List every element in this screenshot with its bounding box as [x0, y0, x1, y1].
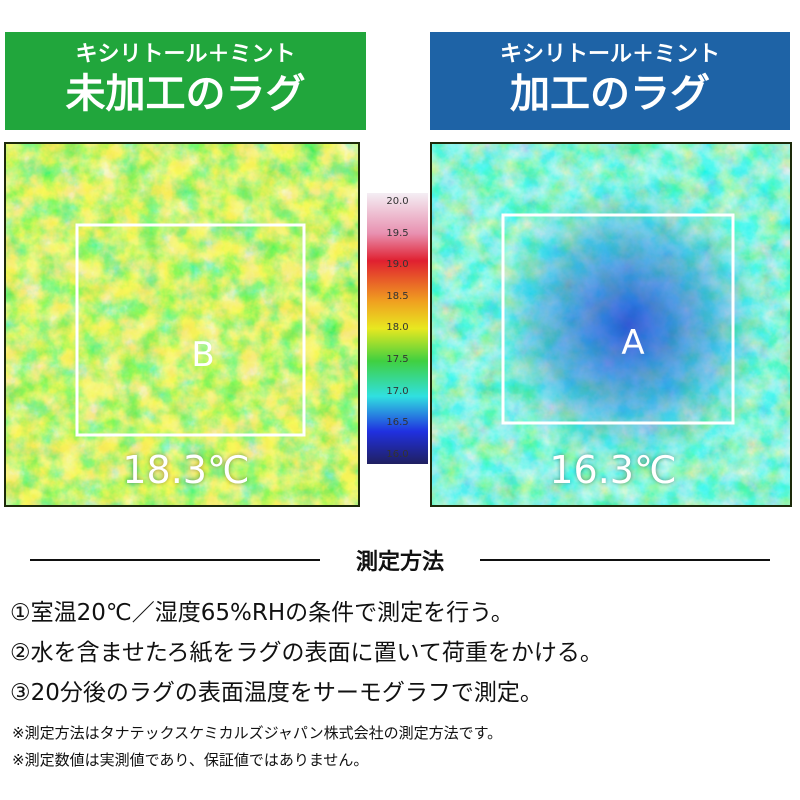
scale-label: 20.0	[386, 196, 409, 207]
header-line1: キシリトール＋ミント	[75, 42, 296, 67]
temperature: 18.3℃	[122, 448, 250, 492]
header-bg	[5, 32, 366, 130]
note: ※測定数値は実測値であり、保証値ではありません。	[12, 751, 369, 769]
scale-label: 18.5	[386, 290, 409, 302]
header: キシリトール＋ミント 加工のラグ	[430, 32, 790, 120]
scale-label: 19.5	[386, 227, 409, 239]
area-label: B	[191, 335, 215, 375]
thermal-image	[6, 144, 358, 505]
scale-label: 17.0	[386, 385, 409, 397]
temperature: 16.3℃	[549, 448, 677, 492]
area-label: A	[621, 323, 645, 363]
scale-label: 16.5	[386, 417, 409, 429]
header-line2: 未加工のラグ	[65, 71, 306, 117]
scale-label: 18.0	[386, 322, 409, 334]
measure-box	[75, 223, 306, 437]
header-line1: キシリトール＋ミント	[499, 42, 720, 67]
method-title: 測定方法	[355, 550, 444, 575]
color-scale	[367, 193, 428, 464]
note: ※測定方法はタナテックスケミカルズジャパン株式会社の測定方法です。	[12, 724, 503, 742]
step: ③20分後のラグの表面温度をサーモグラフで測定。	[10, 680, 543, 706]
measure-box	[501, 213, 735, 425]
header-line2: 加工のラグ	[510, 71, 710, 117]
header: キシリトール＋ミント 未加工のラグ	[5, 32, 366, 120]
scale-label: 19.0	[386, 259, 409, 271]
step: ②水を含ませたろ紙をラグの表面に置いて荷重をかける。	[10, 640, 603, 666]
cold-zone	[432, 144, 790, 505]
scale-label: 17.5	[386, 354, 409, 365]
header-bg	[430, 32, 790, 130]
scale-label: 16.0	[386, 448, 409, 460]
step: ①室温20℃／湿度65%RHの条件で測定を行う。	[10, 600, 514, 626]
